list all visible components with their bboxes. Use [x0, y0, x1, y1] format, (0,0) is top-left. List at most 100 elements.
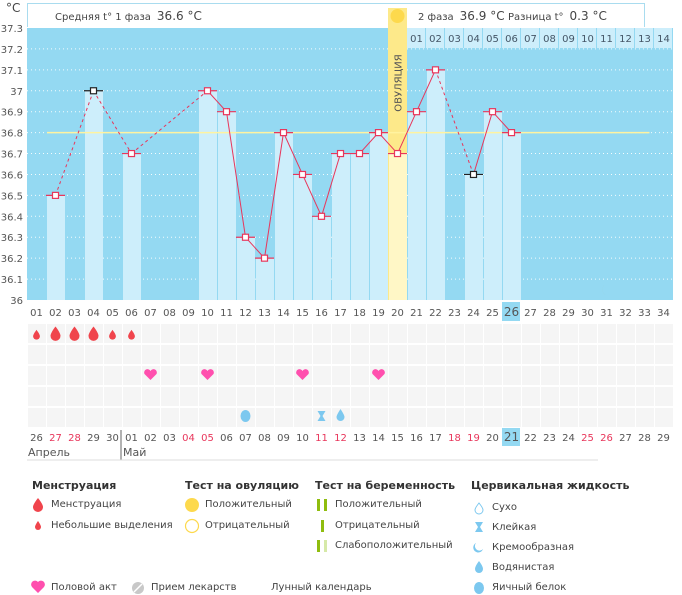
- menstruation-icon: [69, 326, 80, 341]
- calendar-date-label: 12: [334, 433, 347, 444]
- event-cell: [332, 387, 350, 406]
- event-cell: [275, 366, 293, 385]
- event-cell: [427, 387, 445, 406]
- event-cell: [332, 324, 350, 343]
- phase2-day-label: 03: [448, 34, 461, 45]
- phase2-day-cell: [654, 28, 672, 48]
- temperature-bar: [237, 237, 255, 300]
- phase2-day-cell: [597, 28, 615, 48]
- event-cell: [351, 408, 369, 427]
- cycle-day-label: 16: [315, 308, 328, 319]
- event-cell: [28, 345, 46, 364]
- event-cell: [484, 366, 502, 385]
- phase2-day-label: 04: [467, 34, 480, 45]
- event-cell: [617, 324, 635, 343]
- phase2-day-label: 09: [562, 34, 575, 45]
- event-cell: [104, 366, 122, 385]
- event-cell: [85, 345, 103, 364]
- legend-icons: [31, 498, 484, 595]
- event-cell: [104, 387, 122, 406]
- legend-ovulation-test: Тест на овуляцию: [185, 479, 299, 492]
- calendar-date-label: 08: [258, 433, 271, 444]
- spotting-icon: [33, 329, 40, 340]
- legend-item-intercourse: Половой акт: [51, 582, 117, 593]
- y-tick-label: 37.2: [1, 45, 23, 56]
- phase2-day-cell: [407, 28, 425, 48]
- event-cell: [617, 408, 635, 427]
- event-cell: [465, 408, 483, 427]
- legend-item-preg-positive: Положительный: [335, 499, 422, 510]
- calendar-date-label: 30: [106, 433, 119, 444]
- cycle-day-label: 07: [144, 308, 157, 319]
- phase2-day-label: 06: [505, 34, 518, 45]
- event-cell: [294, 324, 312, 343]
- cycle-day-label: 30: [581, 308, 594, 319]
- menstruation-icon: [88, 326, 99, 341]
- cycle-day-label: 05: [106, 308, 119, 319]
- temperature-point: [393, 149, 402, 158]
- calendar-date-label: 16: [410, 433, 423, 444]
- temperature-point: [431, 66, 440, 74]
- event-cell: [617, 387, 635, 406]
- temperature-bar: [275, 132, 293, 300]
- calendar-date-label: 26: [30, 433, 43, 444]
- event-cell: [66, 387, 84, 406]
- event-cell: [351, 366, 369, 385]
- y-tick-label: 36: [10, 296, 23, 307]
- cycle-day-label: 10: [201, 308, 214, 319]
- event-cell: [522, 345, 540, 364]
- event-cell: [28, 408, 46, 427]
- event-cell: [351, 345, 369, 364]
- legend-menstruation: Менструация: [32, 479, 116, 492]
- event-cell: [446, 387, 464, 406]
- event-cell: [180, 324, 198, 343]
- legend-item-medication: Прием лекарств: [151, 582, 237, 593]
- bbt-chart: 01 02 03 04 05 06 07 08 09 10 11 12 13 14 36 36.1 36.2 36…: [1, 8, 673, 461]
- calendar-date-label: 15: [391, 433, 404, 444]
- calendar-date-label: 14: [372, 433, 385, 444]
- legend-item-ovu-positive: Положительный: [205, 499, 292, 510]
- event-cell: [66, 366, 84, 385]
- event-cell: [446, 408, 464, 427]
- event-cell: [123, 366, 141, 385]
- y-tick-label: 36.9: [1, 108, 23, 119]
- event-cell: [655, 366, 673, 385]
- temperature-bar: [123, 153, 141, 300]
- phase2-day-cell: [578, 28, 596, 48]
- cycle-day-label: 33: [638, 308, 651, 319]
- calendar-date-label: 09: [277, 433, 290, 444]
- cycle-day-label: 28: [543, 308, 556, 319]
- event-cell: [332, 345, 350, 364]
- event-cell: [256, 408, 274, 427]
- legend-title: Цервикальная жидкость: [471, 479, 630, 492]
- preg-positive-icon: [317, 499, 327, 511]
- cycle-day-label: 04: [87, 308, 100, 319]
- calendar-date-label: 25: [581, 433, 594, 444]
- cycle-day-label: 21: [410, 308, 423, 319]
- event-cell: [66, 408, 84, 427]
- y-tick-label: 36.6: [1, 170, 23, 181]
- phase2-day-cell: [616, 28, 634, 48]
- legend-title: Тест на овуляцию: [185, 479, 299, 492]
- event-cell: [123, 387, 141, 406]
- temperature-point: [241, 233, 250, 241]
- cycle-day-label: 22: [429, 308, 442, 319]
- event-cell: [85, 366, 103, 385]
- cycle-day-label: 31: [600, 308, 613, 319]
- event-cell: [636, 408, 654, 427]
- temperature-bar: [332, 153, 350, 300]
- event-cell: [636, 345, 654, 364]
- event-cell: [256, 345, 274, 364]
- event-cell: [161, 366, 179, 385]
- legend-item-moon: Лунный календарь: [271, 582, 372, 593]
- heart-icon: [201, 369, 214, 380]
- medication-icon: [132, 582, 144, 594]
- event-cell: [598, 408, 616, 427]
- event-cell: [560, 408, 578, 427]
- temperature-bar: [370, 132, 388, 300]
- event-cell: [408, 324, 426, 343]
- temperature-line-segment: [321, 153, 341, 217]
- event-cell: [370, 324, 388, 343]
- event-cell: [427, 408, 445, 427]
- event-cell: [294, 387, 312, 406]
